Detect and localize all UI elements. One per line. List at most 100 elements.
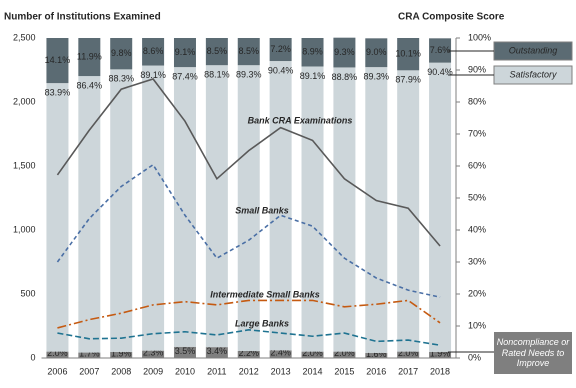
y2-tick-label: 30% bbox=[468, 256, 486, 266]
value-label: 1.9% bbox=[111, 348, 132, 358]
value-label: 88.1% bbox=[204, 70, 230, 80]
value-label: 7.2% bbox=[270, 44, 291, 54]
bar-segment bbox=[110, 38, 133, 70]
value-label: 7.6% bbox=[430, 45, 451, 55]
bar-segment bbox=[397, 351, 420, 358]
bar-segment bbox=[397, 70, 420, 352]
x-tick-label: 2014 bbox=[303, 366, 323, 376]
value-label: 2.2% bbox=[238, 348, 259, 358]
bar-segment bbox=[269, 61, 292, 351]
x-tick-label: 2012 bbox=[239, 366, 259, 376]
value-label: 88.3% bbox=[108, 74, 134, 84]
bar-segment bbox=[301, 38, 324, 67]
value-label: 8.5% bbox=[238, 46, 259, 56]
y2-tick-label: 100% bbox=[468, 32, 491, 42]
value-label: 87.9% bbox=[395, 75, 421, 85]
bar-segment bbox=[269, 350, 292, 358]
bar-segment bbox=[142, 65, 165, 351]
x-tick-label: 2007 bbox=[79, 366, 99, 376]
bar-segment bbox=[237, 350, 260, 358]
value-label: 1.6% bbox=[366, 349, 387, 359]
bar-segment bbox=[429, 351, 452, 358]
x-tick-label: 2013 bbox=[271, 366, 291, 376]
y2-tick-label: 50% bbox=[468, 192, 486, 202]
y-tick-label: 0 bbox=[30, 352, 35, 362]
bar-segment bbox=[237, 38, 260, 66]
bar-segment bbox=[78, 352, 101, 358]
bar-segment bbox=[429, 38, 452, 63]
value-label: 89.3% bbox=[364, 71, 390, 81]
legend-noncompliance: Noncompliance or Rated Needs to Improve bbox=[494, 332, 572, 374]
value-label: 1.9% bbox=[430, 348, 451, 358]
bar-segment bbox=[46, 83, 69, 352]
x-tick-label: 2017 bbox=[398, 366, 418, 376]
x-tick-label: 2009 bbox=[143, 366, 163, 376]
bar-segment bbox=[46, 351, 69, 358]
value-label: 10.1% bbox=[395, 49, 421, 59]
x-tick-label: 2016 bbox=[366, 366, 386, 376]
bar-segment bbox=[205, 38, 228, 66]
y2-tick-label: 80% bbox=[468, 96, 486, 106]
bar-segment bbox=[78, 76, 101, 353]
line-series bbox=[56, 78, 441, 247]
value-label: 11.9% bbox=[77, 51, 102, 61]
y-tick-label: 2,000 bbox=[13, 96, 36, 106]
y2-tick-label: 60% bbox=[468, 160, 486, 170]
line-label: Intermediate Small Banks bbox=[210, 289, 320, 299]
line-series bbox=[56, 163, 441, 298]
bar-segment bbox=[173, 38, 196, 68]
x-tick-label: 2008 bbox=[111, 366, 131, 376]
value-label: 9.8% bbox=[111, 48, 132, 58]
bar-segment bbox=[173, 346, 196, 358]
bar-segment bbox=[110, 351, 133, 358]
bar-segment bbox=[173, 67, 196, 347]
y2-tick-label: 40% bbox=[468, 224, 486, 234]
value-label: 9.3% bbox=[334, 47, 355, 57]
line-series bbox=[57, 299, 441, 329]
bar-segment bbox=[78, 38, 101, 77]
bar-segment bbox=[397, 38, 420, 71]
y-tick-label: 1,000 bbox=[13, 224, 36, 234]
y2-title: CRA Composite Score bbox=[398, 12, 505, 23]
value-label: 1.7% bbox=[79, 349, 100, 359]
x-tick-label: 2010 bbox=[175, 366, 195, 376]
x-tick-label: 2018 bbox=[430, 366, 450, 376]
value-label: 8.6% bbox=[143, 46, 164, 56]
line-series bbox=[57, 329, 441, 346]
line-label: Small Banks bbox=[235, 205, 289, 215]
value-label: 90.4% bbox=[427, 67, 453, 77]
bar-segment bbox=[333, 67, 356, 352]
bar-segment bbox=[46, 38, 69, 84]
bar-segment bbox=[237, 65, 260, 351]
value-label: 89.1% bbox=[300, 71, 326, 81]
x-tick-label: 2015 bbox=[334, 366, 354, 376]
legend-label: Satisfactory bbox=[509, 69, 557, 79]
x-tick-label: 2006 bbox=[47, 366, 67, 376]
y2-tick-label: 0% bbox=[468, 352, 481, 362]
value-label: 9.0% bbox=[366, 47, 387, 57]
value-label: 90.4% bbox=[268, 65, 294, 75]
value-label: 14.1% bbox=[45, 55, 71, 65]
y2-tick-label: 70% bbox=[468, 128, 486, 138]
bar-segment bbox=[333, 37, 356, 68]
y2-tick-label: 10% bbox=[468, 320, 486, 330]
line-label: Large Banks bbox=[235, 318, 289, 328]
bar-segment bbox=[365, 352, 388, 358]
bar-segment bbox=[205, 347, 228, 358]
bar-segment bbox=[429, 62, 452, 352]
bar-segment bbox=[301, 66, 324, 352]
value-label: 2.3% bbox=[143, 348, 164, 358]
bar-segment bbox=[110, 69, 133, 352]
y-tick-label: 1,500 bbox=[13, 160, 36, 170]
value-label: 89.3% bbox=[236, 70, 262, 80]
value-label: 8.9% bbox=[302, 47, 323, 57]
value-label: 2.0% bbox=[334, 348, 355, 358]
chart-title: Number of Institutions Examined bbox=[4, 12, 161, 23]
value-label: 83.9% bbox=[45, 87, 71, 97]
y-tick-label: 2,500 bbox=[13, 32, 36, 42]
value-label: 86.4% bbox=[77, 80, 103, 90]
value-label: 2.0% bbox=[398, 348, 419, 358]
y-tick-label: 500 bbox=[20, 288, 35, 298]
